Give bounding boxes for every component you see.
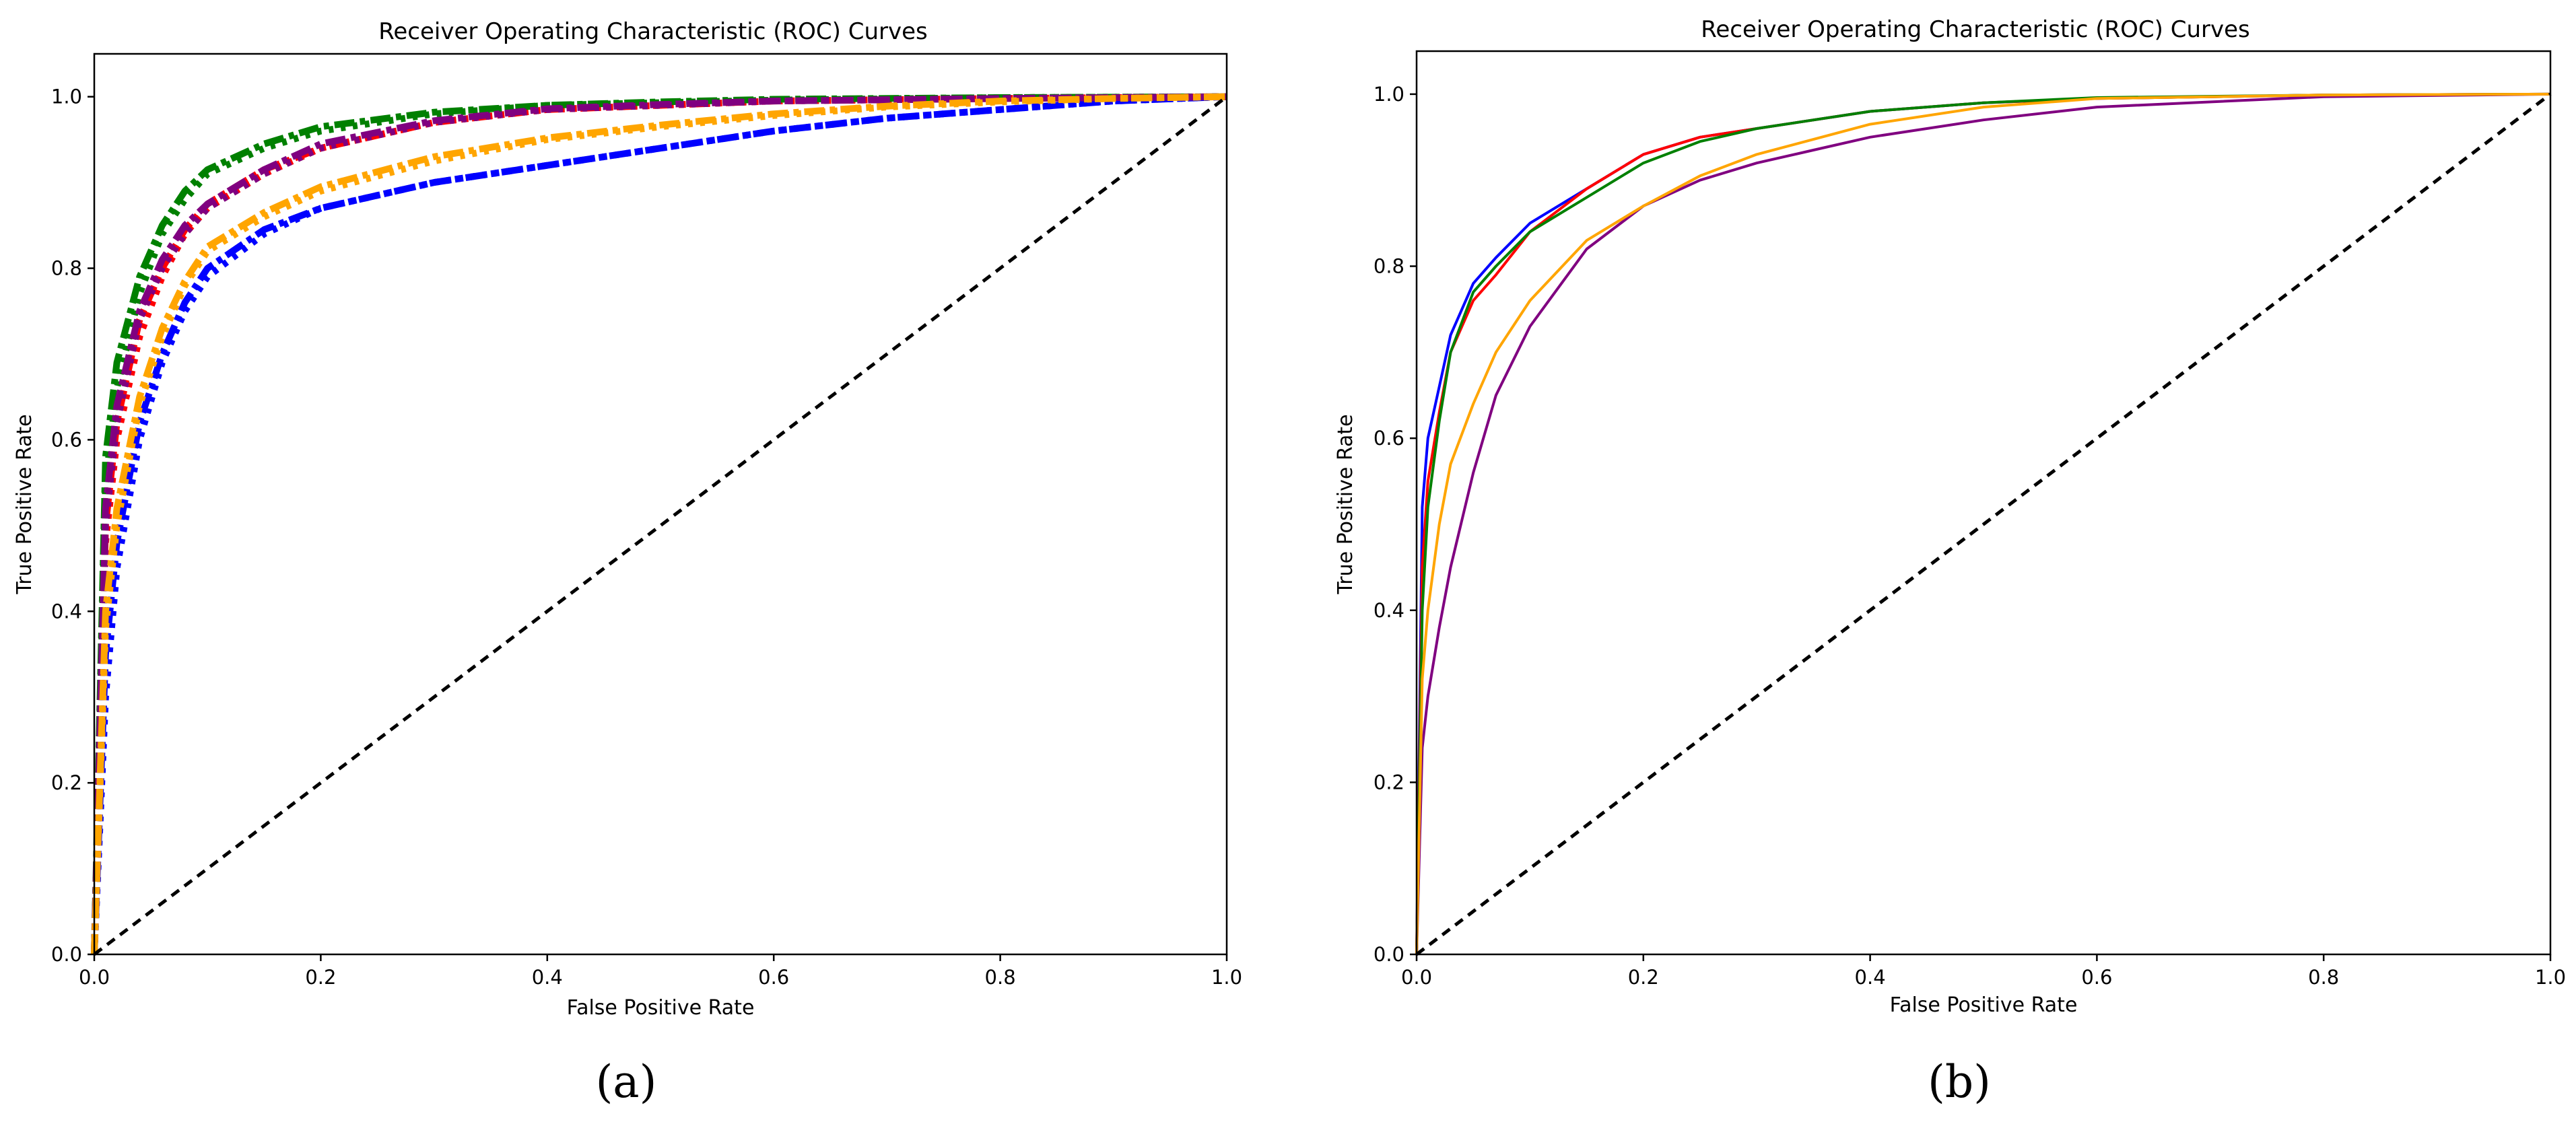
axis-ticks: 0.0 0.2 0.4 0.6 0.8 1.0 0.0 0.2 0.4 0.6 0.8 1.0	[1374, 83, 2566, 989]
x-tick-label: 0.0	[79, 966, 110, 989]
x-tick-label: 0.4	[532, 966, 563, 989]
x-tick-label: 0.6	[758, 966, 789, 989]
x-tick-label: 1.0	[2535, 966, 2566, 989]
chance-diagonal-line	[1415, 92, 2552, 956]
x-tick-label: 0.8	[985, 966, 1016, 989]
series-line-7	[91, 93, 1227, 955]
y-tick-label: 0.0	[1374, 943, 1404, 966]
y-tick-label: 0.0	[51, 943, 82, 966]
y-tick-label: 0.4	[1374, 599, 1404, 622]
x-axis-label: False Positive Rate	[567, 996, 755, 1020]
y-tick-label: 0.8	[51, 257, 82, 280]
x-tick-label: 0.8	[2308, 966, 2339, 989]
y-axis-label: True Positive Rate	[1334, 414, 1357, 594]
x-tick-label: 0.2	[1628, 966, 1659, 989]
y-axis-label: True Positive Rate	[13, 414, 36, 594]
panel-caption: (a)	[596, 1056, 657, 1108]
y-tick-label: 0.6	[1374, 427, 1404, 450]
axis-ticks: 0.0 0.2 0.4 0.6 0.8 1.0 0.0 0.2 0.4 0.6 0.8 1.0	[51, 85, 1242, 989]
panel-a: Receiver Operating Characteristic (ROC) …	[13, 18, 1242, 1108]
y-tick-label: 0.8	[1374, 255, 1404, 278]
y-tick-label: 1.0	[1374, 83, 1404, 106]
series-line-4	[1415, 92, 2551, 955]
chart-title: Receiver Operating Characteristic (ROC) …	[1701, 16, 2249, 43]
series-line-2	[1415, 92, 2551, 955]
axes-frame	[1415, 50, 2552, 956]
axes-frame	[93, 52, 1228, 956]
series-line-3	[1415, 92, 2551, 955]
x-tick-label: 1.0	[1211, 966, 1242, 989]
plot-area	[91, 93, 1228, 956]
x-tick-label: 0.6	[2081, 966, 2112, 989]
chance-diagonal-line	[93, 95, 1228, 956]
x-tick-label: 0.2	[305, 966, 336, 989]
y-tick-label: 0.6	[51, 428, 82, 451]
y-tick-label: 0.2	[1374, 771, 1404, 794]
y-tick-label: 0.4	[51, 600, 82, 623]
x-tick-label: 0.0	[1401, 966, 1432, 989]
series-line-9	[91, 93, 1227, 955]
series-line-1	[91, 93, 1227, 955]
chart-title: Receiver Operating Characteristic (ROC) …	[378, 18, 927, 45]
x-axis-label: False Positive Rate	[1890, 993, 2078, 1017]
plot-area	[1415, 92, 2552, 956]
panel-b: Receiver Operating Characteristic (ROC) …	[1334, 16, 2566, 1108]
panel-caption: (b)	[1928, 1056, 1991, 1108]
series-line-0	[91, 93, 1227, 955]
y-tick-label: 1.0	[51, 85, 82, 108]
y-tick-label: 0.2	[51, 771, 82, 794]
x-tick-label: 0.4	[1855, 966, 1886, 989]
